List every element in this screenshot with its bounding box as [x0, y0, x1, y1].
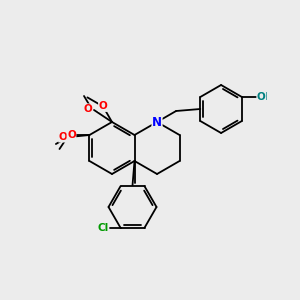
Text: Cl: Cl: [97, 223, 109, 233]
Text: O: O: [257, 92, 266, 102]
Text: O: O: [83, 104, 92, 114]
Text: O: O: [67, 130, 76, 140]
Text: O: O: [59, 132, 68, 142]
Text: N: N: [152, 116, 162, 128]
Text: H: H: [259, 92, 268, 102]
Text: O: O: [99, 101, 107, 111]
